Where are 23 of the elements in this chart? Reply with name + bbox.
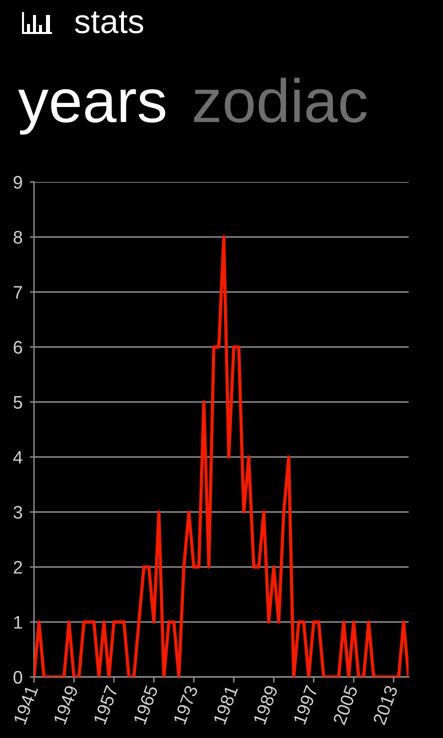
y-tick-label: 8 bbox=[14, 230, 22, 244]
x-tick-label: 1949 bbox=[53, 684, 78, 725]
y-tick-label: 9 bbox=[14, 176, 22, 189]
x-tick-label: 1957 bbox=[93, 684, 118, 725]
text: zodiac bbox=[194, 78, 367, 123]
y-tick-label: 3 bbox=[14, 506, 22, 519]
y-tick-label: 0 bbox=[14, 670, 22, 684]
x-tick-label: 1981 bbox=[213, 684, 238, 725]
y-tick-label: 5 bbox=[14, 396, 22, 409]
y-tick-label: 6 bbox=[14, 340, 22, 354]
x-tick-label: 1997 bbox=[292, 684, 318, 725]
y-tick-label: 4 bbox=[13, 451, 22, 464]
y-tick-label: 7 bbox=[14, 286, 22, 299]
x-tick-label: 2005 bbox=[332, 684, 358, 726]
x-tick-label: 2013 bbox=[372, 684, 398, 726]
chart-subtitle: years bbox=[18, 89, 166, 135]
x-tick-label: 1989 bbox=[253, 684, 278, 725]
x-tick-label: 1965 bbox=[133, 684, 158, 725]
chart-title: stats bbox=[74, 11, 144, 34]
y-tick-label: 1 bbox=[14, 616, 22, 629]
y-tick-label: 2 bbox=[14, 560, 22, 574]
x-tick-label: 1941 bbox=[13, 684, 38, 725]
x-tick-label: 1973 bbox=[173, 684, 198, 725]
